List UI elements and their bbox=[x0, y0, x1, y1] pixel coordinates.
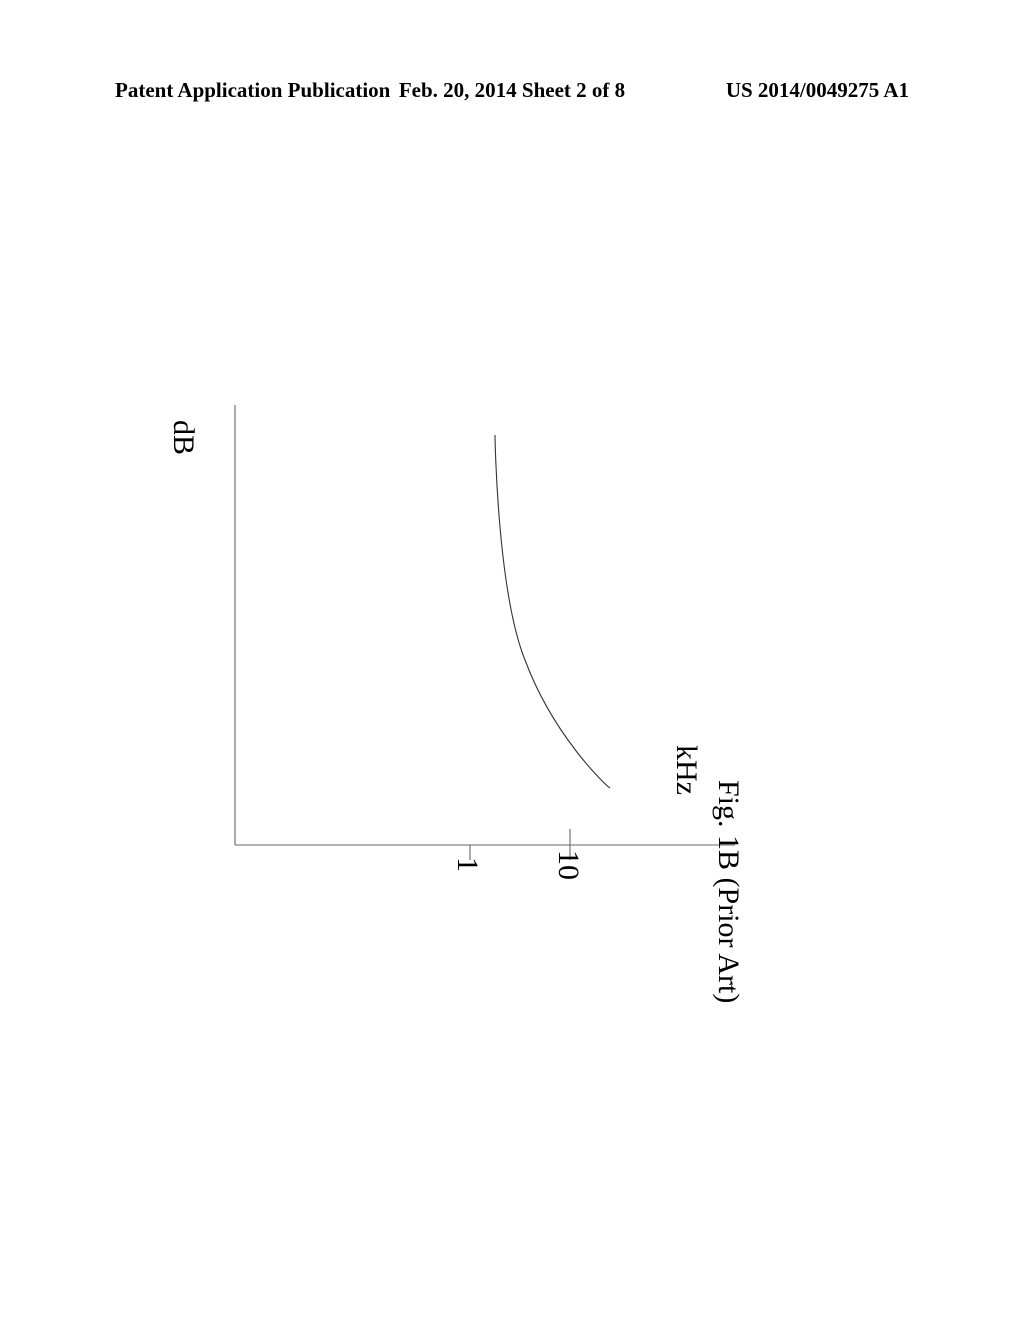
figure-1b: dB kHz 1 10 Fig. 1B (Prior Art) bbox=[175, 340, 805, 980]
figure-title: Fig. 1B (Prior Art) bbox=[711, 780, 745, 1003]
x-tick-label-10: 10 bbox=[551, 850, 585, 880]
response-curve bbox=[495, 435, 610, 788]
x-axis-label: kHz bbox=[669, 745, 703, 795]
header-pub-number: US 2014/0049275 A1 bbox=[726, 78, 909, 103]
page: Patent Application Publication Feb. 20, … bbox=[0, 0, 1024, 1320]
y-axis-label: dB bbox=[166, 420, 200, 455]
x-tick-label-1: 1 bbox=[450, 857, 484, 872]
